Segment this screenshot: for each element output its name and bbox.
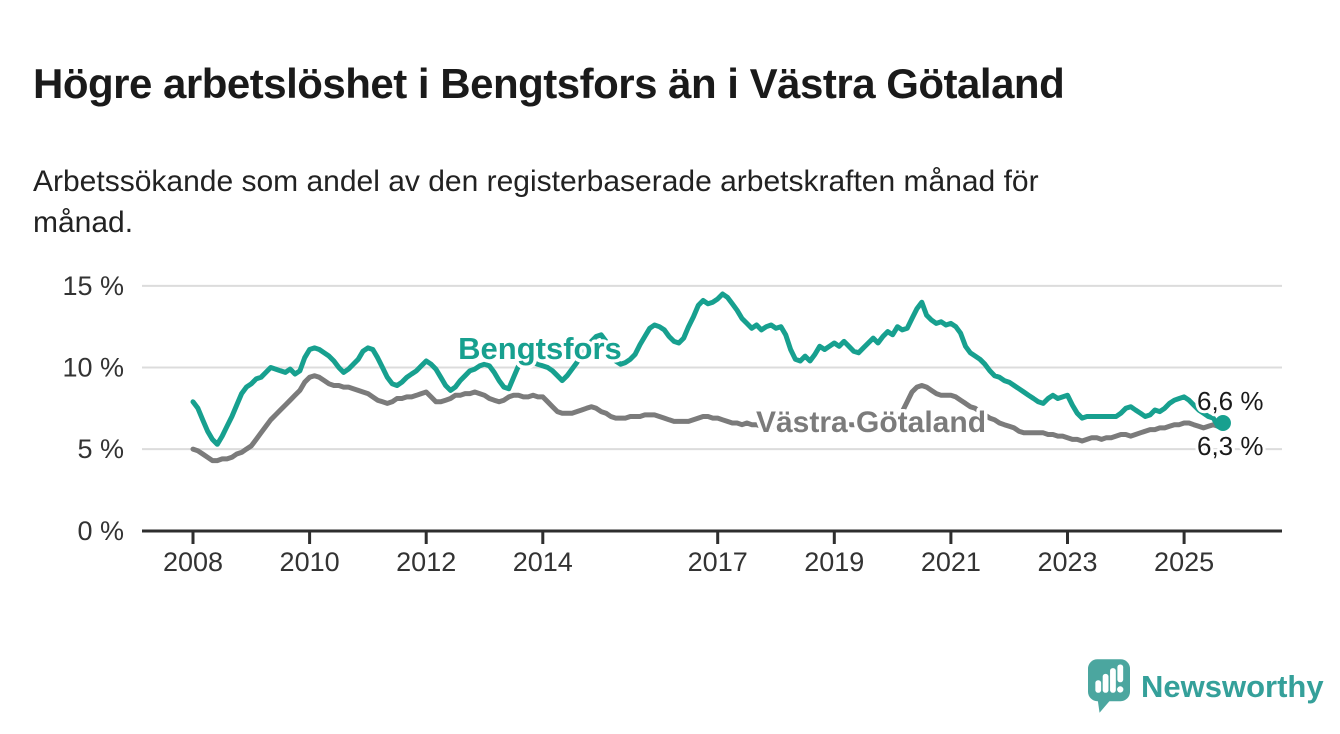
x-tick-label: 2017 bbox=[688, 547, 748, 577]
bar-small bbox=[1095, 680, 1102, 693]
y-tick-label: 5 % bbox=[77, 434, 124, 464]
series-label-bengtsfors: Bengtsfors bbox=[458, 331, 622, 366]
newsworthy-logo-icon bbox=[1088, 659, 1130, 713]
newsworthy-logo[interactable]: Newsworthy bbox=[1088, 659, 1324, 714]
series-end-value-v-stra-g-taland: 6,3 % bbox=[1197, 431, 1264, 461]
page-title: Högre arbetslöshet i Bengtsfors än i Väs… bbox=[33, 60, 1065, 108]
unemployment-line-chart: 0 % 5 % 10 % 15 % 2008 2010 2012 2014 2017 2019 20… bbox=[62, 271, 1282, 577]
newsworthy-logo-text: Newsworthy bbox=[1141, 668, 1324, 704]
bar-large bbox=[1110, 668, 1116, 693]
y-tick-label: 10 % bbox=[62, 353, 124, 383]
y-tick-label: 15 % bbox=[62, 271, 124, 301]
page-subtitle: Arbetssökande som andel av den registerb… bbox=[33, 165, 1039, 239]
y-tick-label: 0 % bbox=[77, 516, 124, 546]
series-end-value-bengtsfors: 6,6 % bbox=[1197, 386, 1264, 416]
series-line-bengtsfors bbox=[190, 291, 1226, 447]
speech-bubble-tail bbox=[1097, 698, 1113, 713]
x-tick-label: 2025 bbox=[1154, 547, 1214, 577]
exclamation-dot bbox=[1117, 686, 1124, 693]
x-tick-label: 2023 bbox=[1037, 547, 1097, 577]
exclamation-stem bbox=[1117, 664, 1124, 683]
series-line-v-stra-g-taland bbox=[190, 373, 1226, 464]
series-label-v-stra-g-taland: Västra Götaland bbox=[756, 406, 986, 439]
x-tick-label: 2012 bbox=[396, 547, 456, 577]
x-tick-label: 2008 bbox=[163, 547, 223, 577]
x-tick-label: 2021 bbox=[921, 547, 981, 577]
bar-medium bbox=[1102, 673, 1109, 693]
x-tick-label: 2019 bbox=[804, 547, 864, 577]
series-end-dot-bengtsfors bbox=[1214, 415, 1231, 432]
x-tick-label: 2010 bbox=[280, 547, 340, 577]
x-tick-label: 2014 bbox=[513, 547, 573, 577]
